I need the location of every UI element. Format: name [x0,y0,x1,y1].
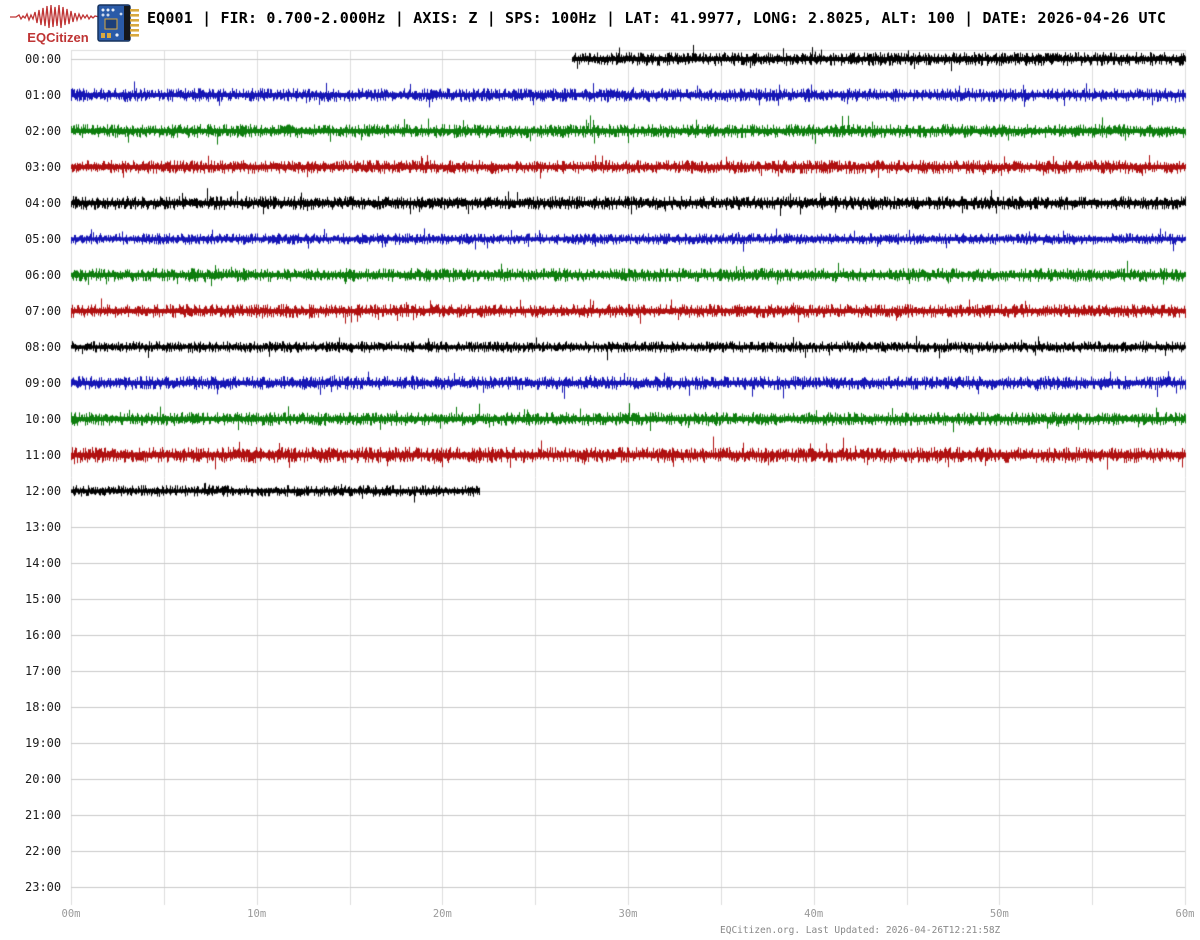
hour-label: 18:00 [25,700,62,714]
minute-label: 00m [61,908,81,920]
hour-label: 11:00 [25,448,62,462]
minute-label: 20m [432,908,452,920]
brand-text: EQCitizen [27,30,89,45]
hour-label: 15:00 [25,592,62,606]
minute-label: 10m [247,908,267,920]
minute-label: 60m [1175,908,1195,920]
hour-label: 22:00 [25,844,62,858]
hour-label: 03:00 [25,160,62,174]
minute-label: 50m [989,908,1009,920]
eqcitizen-logo: EQCitizen [8,3,108,45]
hour-label: 23:00 [25,880,62,894]
hour-label: 04:00 [25,196,62,210]
hour-label: 17:00 [25,664,62,678]
hour-label: 20:00 [25,772,62,786]
hour-label: 06:00 [25,268,62,282]
hour-label: 01:00 [25,88,62,102]
hour-label: 08:00 [25,340,62,354]
header: EQCitizen EQ001 | FIR: 0.700-2.000Hz | A… [0,0,1200,50]
hour-label: 21:00 [25,808,62,822]
hour-label: 09:00 [25,376,62,390]
hour-label: 19:00 [25,736,62,750]
hour-label: 16:00 [25,628,62,642]
station-metadata-title: EQ001 | FIR: 0.700-2.000Hz | AXIS: Z | S… [147,9,1167,27]
sensor-board-icon [97,4,139,42]
footer-credit: EQCitizen.org. Last Updated: 2026-04-26T… [720,925,1001,936]
hour-label: 14:00 [25,556,62,570]
hour-label: 00:00 [25,52,62,66]
hour-label: 12:00 [25,484,62,498]
minute-label: 40m [804,908,824,920]
minute-label: 30m [618,908,638,920]
hour-label: 05:00 [25,232,62,246]
hour-label: 13:00 [25,520,62,534]
hour-label: 07:00 [25,304,62,318]
waveform-logo-icon [10,4,106,29]
hour-label: 02:00 [25,124,62,138]
hour-label: 10:00 [25,412,62,426]
